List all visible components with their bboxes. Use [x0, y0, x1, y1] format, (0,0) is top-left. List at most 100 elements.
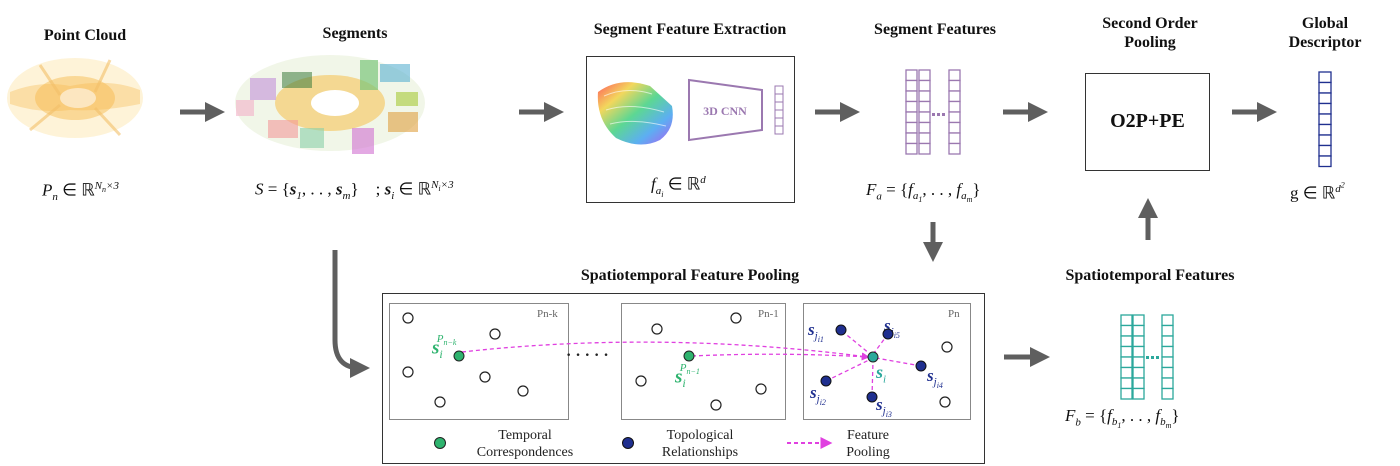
vector-cell: [1132, 324, 1145, 337]
center-node: [867, 351, 879, 363]
segments-image: [235, 55, 425, 154]
title-global-descriptor: Global Descriptor: [1288, 15, 1362, 51]
label-s-i-pnk: siPn−k: [432, 333, 457, 362]
vector-cell: [905, 142, 918, 155]
frame-label-pnk: Pn-k: [537, 308, 558, 320]
vector-cell: [1120, 366, 1133, 379]
vector-cell: [1318, 113, 1332, 126]
vector-cell: [905, 111, 918, 124]
ellipsis-dot: [1156, 356, 1159, 359]
frame-box-pn1: [621, 303, 786, 420]
flow-arrows: [180, 102, 1277, 378]
vector-cell: [918, 79, 931, 92]
vector-cell: [1132, 377, 1145, 390]
vector-cell: [1161, 314, 1174, 327]
vector-cell: [1120, 356, 1133, 369]
vector-cell: [918, 121, 931, 134]
label-s-j3: sji3: [876, 395, 892, 420]
vector-cell: [1120, 314, 1133, 327]
vector-cell: [1318, 92, 1332, 105]
vector-cell: [1132, 366, 1145, 379]
extracted-feature-vector: [774, 85, 784, 135]
vector-cell: [774, 101, 784, 111]
title-segments: Segments: [322, 25, 388, 42]
vector-cell: [1161, 366, 1174, 379]
vector-cell: [774, 93, 784, 103]
frame-label-pn1: Pn-1: [758, 308, 779, 320]
vector-cell: [774, 125, 784, 135]
vector-cell: [1120, 345, 1133, 358]
label-s-i-pn: si: [876, 362, 887, 386]
formula-segment-feature: fai ∈ ℝd: [651, 174, 706, 200]
vector-cell: [1132, 314, 1145, 327]
ellipsis-dot: [942, 113, 945, 116]
ellipsis-dot: [937, 113, 940, 116]
vector-cell: [948, 142, 961, 155]
title-point-cloud: Point Cloud: [43, 27, 127, 44]
vector-cell: [1318, 134, 1332, 147]
legend-pooling-label: Feature Pooling: [846, 428, 890, 460]
vector-cell: [1318, 155, 1332, 168]
frame-ellipsis: · · · · ·: [566, 347, 609, 364]
legend-topological-icon: [622, 437, 634, 449]
formula-global-descriptor: g ∈ ℝd2: [1290, 180, 1345, 203]
vector-cell: [1318, 71, 1332, 84]
vector-cell: [918, 132, 931, 145]
cnn-label: 3D CNN: [703, 104, 747, 118]
vector-cell: [905, 100, 918, 113]
frame-nodes: [402, 312, 953, 411]
vector-cell: [1120, 335, 1133, 348]
vector-cell: [1120, 377, 1133, 390]
label-s-j2: sji2: [810, 383, 826, 408]
vector-cell: [1161, 335, 1174, 348]
title-segment-feature-extraction: Segment Feature Extraction: [593, 21, 787, 38]
vector-cell: [1161, 377, 1174, 390]
vector-cell: [918, 111, 931, 124]
vector-cell: [1161, 356, 1174, 369]
vector-cell: [918, 69, 931, 82]
vector-cell: [1318, 102, 1332, 115]
pooling-lines: [461, 330, 922, 398]
vector-cell: [774, 85, 784, 95]
title-second-order-pooling: Second Order Pooling: [1102, 15, 1198, 51]
vector-cell: [1120, 387, 1133, 400]
vector-cell: [1132, 345, 1145, 358]
arrow-segments-to-pooling: [332, 250, 370, 378]
label-s-j1: sji1: [808, 320, 824, 345]
vector-cell: [948, 121, 961, 134]
point-cloud-image: [7, 58, 143, 138]
legend-temporal-icon: [434, 437, 446, 449]
vector-cell: [948, 90, 961, 103]
label-s-j4: sji4: [927, 366, 943, 391]
vector-cell: [918, 100, 931, 113]
o2p-box: [1085, 73, 1210, 171]
vector-cell: [905, 90, 918, 103]
formula-segments: S = {s1, . . , sm} ; si ∈ ℝNi×3: [255, 179, 454, 203]
topological-nodes: [820, 324, 927, 403]
vector-cell: [1318, 123, 1332, 136]
ellipsis-dot: [932, 113, 935, 116]
ellipsis-dot: [1146, 356, 1149, 359]
temporal-nodes: [453, 350, 695, 362]
label-s-i-pn1: siPn−1: [675, 362, 700, 391]
vector-cell: [1132, 387, 1145, 400]
global-descriptor-vector: [1318, 71, 1332, 168]
vector-cell: [918, 90, 931, 103]
vector-cell: [948, 69, 961, 82]
frame-box-pnk: [389, 303, 569, 420]
vector-cell: [1132, 356, 1145, 369]
vector-cell: [948, 132, 961, 145]
ellipsis-dot: [1151, 356, 1154, 359]
o2p-label: O2P+PE: [1110, 110, 1185, 132]
title-spatiotemporal-features: Spatiotemporal Features: [1065, 267, 1235, 284]
vector-cell: [948, 79, 961, 92]
vector-cell: [905, 132, 918, 145]
vector-cell: [1161, 387, 1174, 400]
formula-point-cloud: Pn ∈ ℝNn×3: [42, 180, 119, 204]
vector-cell: [918, 142, 931, 155]
cnn-trapezoid: [688, 78, 763, 142]
legend-temporal-label: Temporal Correspondences: [476, 428, 574, 460]
vector-cell: [1318, 81, 1332, 94]
vector-cell: [1161, 345, 1174, 358]
